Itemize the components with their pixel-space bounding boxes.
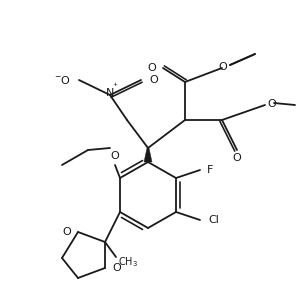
Text: O: O bbox=[112, 263, 121, 273]
Text: O: O bbox=[233, 153, 241, 163]
Text: O: O bbox=[111, 151, 119, 161]
Text: O: O bbox=[267, 99, 276, 109]
Text: F: F bbox=[207, 165, 213, 175]
Polygon shape bbox=[144, 148, 152, 162]
Text: O: O bbox=[149, 75, 158, 85]
Text: N: N bbox=[106, 88, 114, 98]
Text: O: O bbox=[218, 62, 227, 72]
Text: CH$_3$: CH$_3$ bbox=[118, 255, 138, 269]
Text: O: O bbox=[147, 63, 156, 73]
Text: Cl: Cl bbox=[208, 215, 219, 225]
Text: O: O bbox=[62, 227, 71, 237]
Text: $^{+}$: $^{+}$ bbox=[112, 81, 118, 91]
Text: $^{-}$O: $^{-}$O bbox=[54, 74, 71, 86]
